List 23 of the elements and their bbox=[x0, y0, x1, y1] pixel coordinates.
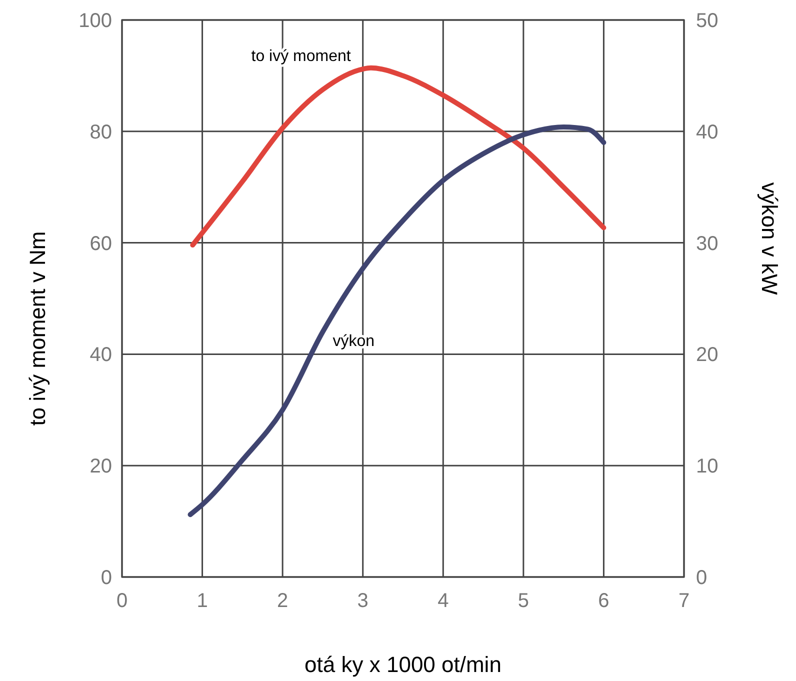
y-tick-label: 20 bbox=[90, 456, 112, 478]
x-tick-label: 3 bbox=[357, 590, 368, 612]
x-tick-label: 1 bbox=[196, 590, 208, 612]
y-tick-label: 100 bbox=[78, 10, 112, 32]
y-tick-label: 0 bbox=[100, 567, 112, 589]
y-axis-title: to ivý moment v Nm bbox=[25, 231, 50, 426]
x-axis-title: otá ky x 1000 ot/min bbox=[304, 652, 502, 677]
x-tick-label: 6 bbox=[598, 590, 610, 612]
y2-axis-title: výkon v kW bbox=[757, 182, 782, 295]
y2-tick-label: 30 bbox=[696, 232, 718, 255]
y-tick-label: 40 bbox=[90, 344, 112, 366]
y2-tick-label: 40 bbox=[696, 121, 718, 144]
y2-tick-label: 20 bbox=[696, 344, 718, 366]
y2-tick-label: 10 bbox=[696, 456, 718, 478]
y-tick-label: 80 bbox=[90, 121, 112, 144]
y-tick-label: 60 bbox=[90, 232, 112, 255]
y2-tick-label: 0 bbox=[696, 567, 708, 589]
y2-tick-label: 50 bbox=[696, 10, 718, 32]
x-tick-label: 5 bbox=[518, 590, 529, 612]
x-tick-label: 0 bbox=[116, 590, 128, 612]
x-tick-label: 4 bbox=[438, 590, 449, 612]
x-tick-label: 7 bbox=[678, 590, 690, 612]
x-tick-label: 2 bbox=[277, 590, 288, 612]
